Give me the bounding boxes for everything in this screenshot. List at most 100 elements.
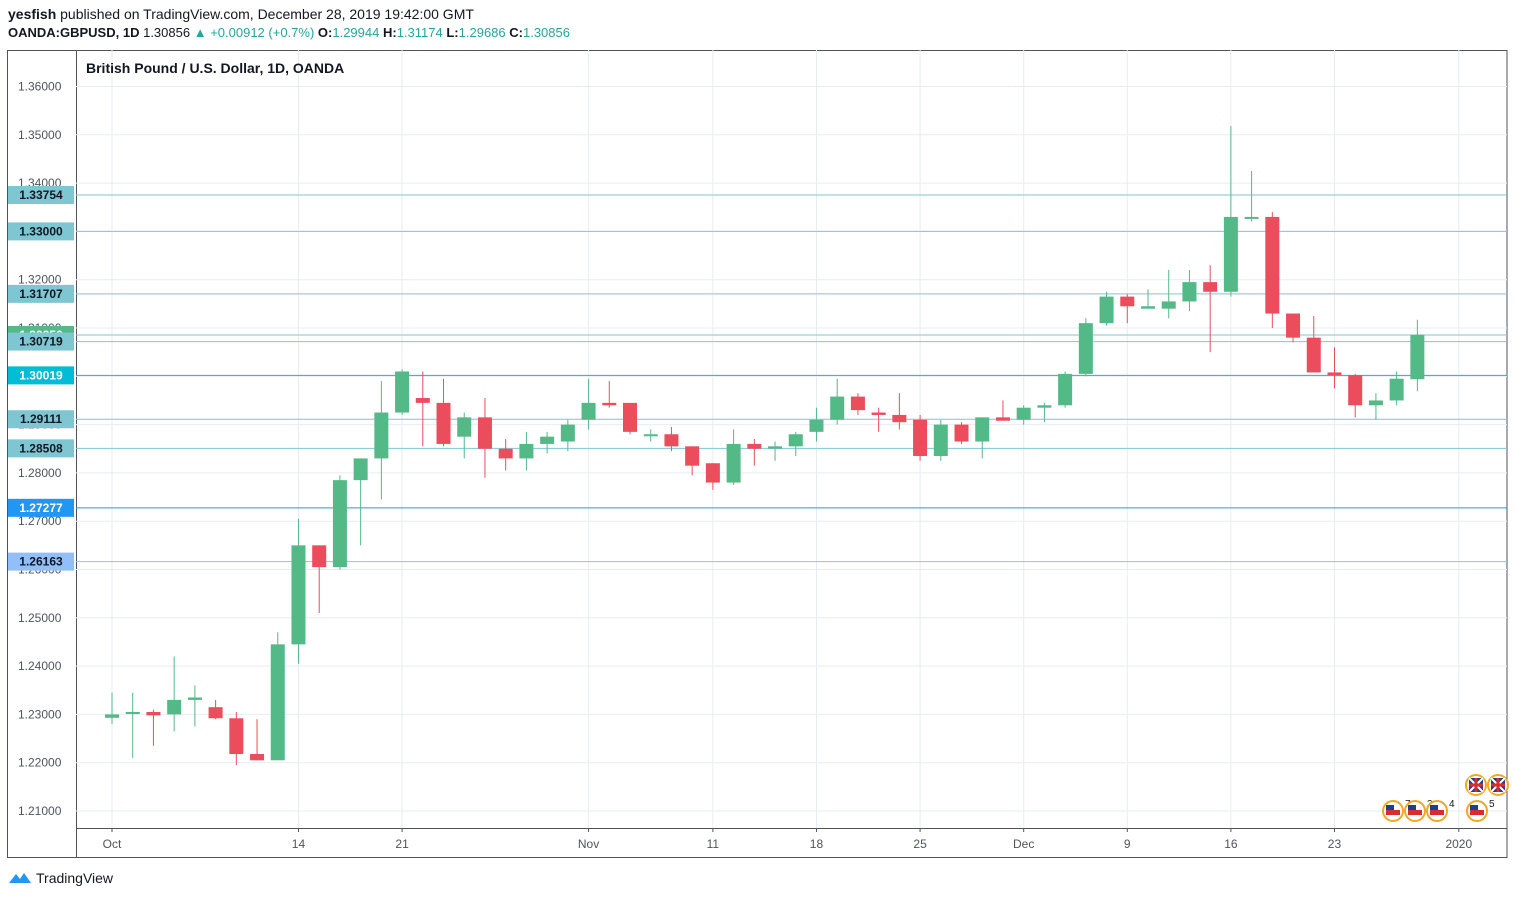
price-level-badge[interactable] xyxy=(8,222,74,241)
candle-down[interactable] xyxy=(250,754,265,761)
candle-up[interactable] xyxy=(1389,378,1404,401)
candle-down[interactable] xyxy=(664,434,679,447)
candle-down[interactable] xyxy=(850,396,865,411)
candle-up[interactable] xyxy=(105,714,119,718)
candle-up[interactable] xyxy=(332,480,347,568)
price-level-badge[interactable] xyxy=(8,498,74,517)
candle-up[interactable] xyxy=(519,443,534,459)
candle-down[interactable] xyxy=(436,402,451,444)
candle-down[interactable] xyxy=(498,448,513,459)
candle-up[interactable] xyxy=(643,434,658,437)
price-level-label: 1.26163 xyxy=(19,555,63,569)
candle-up[interactable] xyxy=(975,417,990,442)
x-tick-label: 23 xyxy=(1328,837,1342,851)
candle-up[interactable] xyxy=(1141,306,1155,309)
price-level-badge[interactable] xyxy=(8,410,74,429)
candle-down[interactable] xyxy=(705,463,720,483)
price-level-badge[interactable] xyxy=(8,366,74,385)
candle-up[interactable] xyxy=(1099,296,1114,324)
candle-up[interactable] xyxy=(560,424,575,442)
y-tick-label: 1.28000 xyxy=(18,466,62,480)
us-flag-stripes xyxy=(1430,810,1444,815)
tradingview-footer[interactable]: TradingView xyxy=(8,870,113,886)
event-count: 5 xyxy=(1489,799,1495,810)
candle-up[interactable] xyxy=(1037,405,1052,408)
candle-up[interactable] xyxy=(270,644,285,761)
candle-down[interactable] xyxy=(415,398,430,403)
y-tick-label: 1.36000 xyxy=(18,80,62,94)
price-level-badge[interactable] xyxy=(8,284,74,303)
candle-up[interactable] xyxy=(788,434,803,447)
chart-frame xyxy=(7,50,1508,858)
us-flag-stripes xyxy=(1470,810,1484,815)
candle-down[interactable] xyxy=(477,417,492,449)
candle-down[interactable] xyxy=(1265,216,1280,314)
candle-down[interactable] xyxy=(1348,375,1363,406)
candle-up[interactable] xyxy=(830,396,845,420)
candle-down[interactable] xyxy=(1306,337,1321,373)
candle-down[interactable] xyxy=(954,424,969,442)
candle-up[interactable] xyxy=(1058,373,1073,406)
candle-up[interactable] xyxy=(187,697,202,700)
candlestick-chart[interactable]: 1.210001.220001.230001.240001.250001.260… xyxy=(0,0,1515,865)
candle-down[interactable] xyxy=(208,707,223,719)
price-level-label: 1.30019 xyxy=(19,368,63,382)
candle-down[interactable] xyxy=(602,402,617,406)
candle-down[interactable] xyxy=(995,417,1010,421)
candle-up[interactable] xyxy=(1016,407,1031,420)
candle-up[interactable] xyxy=(457,417,472,437)
candle-up[interactable] xyxy=(540,436,555,444)
candle-up[interactable] xyxy=(1368,400,1383,406)
publish-info: yesfish published on TradingView.com, De… xyxy=(8,6,474,22)
y-tick-label: 1.21000 xyxy=(18,804,62,818)
price-level-badge[interactable] xyxy=(8,332,74,351)
candle-down[interactable] xyxy=(1120,296,1135,307)
candle-down[interactable] xyxy=(892,414,907,423)
candle-up[interactable] xyxy=(1161,301,1176,309)
author-name[interactable]: yesfish xyxy=(8,6,57,22)
y-tick-label: 1.25000 xyxy=(18,611,62,625)
candle-up[interactable] xyxy=(1182,282,1197,302)
symbol-label: OANDA:GBPUSD, 1D xyxy=(8,25,140,40)
x-tick-label: 16 xyxy=(1224,837,1238,851)
price-level-label: 1.28508 xyxy=(19,441,63,455)
publish-text: published on TradingView.com, December 2… xyxy=(60,6,474,22)
candle-up[interactable] xyxy=(1078,323,1093,374)
candle-down[interactable] xyxy=(1327,372,1342,376)
candle-up[interactable] xyxy=(726,443,741,483)
candle-up[interactable] xyxy=(167,699,182,715)
price-level-label: 1.29111 xyxy=(20,412,62,426)
price-level-badge[interactable] xyxy=(8,552,74,571)
price-level-badge[interactable] xyxy=(8,185,74,204)
candle-up[interactable] xyxy=(809,419,824,432)
y-tick-label: 1.24000 xyxy=(18,659,62,673)
candle-up[interactable] xyxy=(1244,216,1259,219)
candle-down[interactable] xyxy=(871,412,886,415)
event-count: 4 xyxy=(1449,799,1455,810)
open-label: O: xyxy=(317,25,333,40)
candle-up[interactable] xyxy=(581,402,596,420)
candle-up[interactable] xyxy=(1410,334,1425,380)
price-level-label: 1.31707 xyxy=(19,287,63,301)
candle-up[interactable] xyxy=(933,424,948,456)
candle-up[interactable] xyxy=(353,458,368,481)
candle-down[interactable] xyxy=(1203,282,1218,292)
candle-up[interactable] xyxy=(291,545,306,645)
candle-down[interactable] xyxy=(623,402,637,432)
x-tick-label: Dec xyxy=(1013,837,1034,851)
candle-down[interactable] xyxy=(229,718,244,755)
price-level-badge[interactable] xyxy=(8,439,74,458)
candle-down[interactable] xyxy=(1286,313,1301,338)
low-value: 1.29686 xyxy=(458,25,506,40)
candle-down[interactable] xyxy=(312,545,327,568)
candle-down[interactable] xyxy=(747,443,762,449)
candle-up[interactable] xyxy=(374,412,389,459)
open-value: 1.29944 xyxy=(332,25,380,40)
candle-up[interactable] xyxy=(125,711,140,714)
candle-up[interactable] xyxy=(395,371,410,413)
candle-down[interactable] xyxy=(685,446,700,466)
candle-down[interactable] xyxy=(146,711,161,716)
candle-down[interactable] xyxy=(913,419,928,456)
candle-up[interactable] xyxy=(1223,216,1238,292)
candle-up[interactable] xyxy=(768,446,783,449)
